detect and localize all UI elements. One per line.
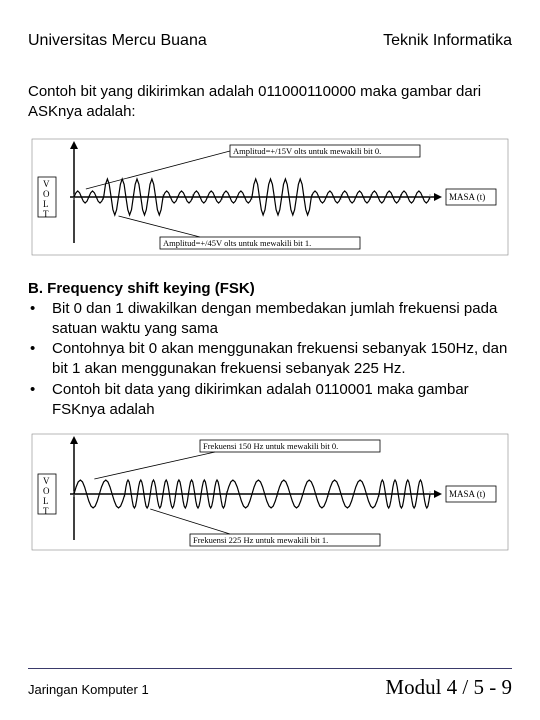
svg-text:V: V [43, 179, 50, 189]
svg-text:Frekuensi 225 Hz untuk mewakil: Frekuensi 225 Hz untuk mewakili bit 1. [193, 535, 328, 545]
svg-text:MASA (t): MASA (t) [449, 192, 485, 202]
svg-text:L: L [43, 199, 49, 209]
svg-text:T: T [43, 506, 49, 516]
section-b-title: B. Frequency shift keying (FSK) [28, 280, 512, 297]
ask-diagram: VOLT MASA (t) Amplitud=+/15V olts untuk me… [28, 137, 512, 257]
header-left: Universitas Mercu Buana [28, 32, 207, 50]
svg-text:Frekuensi 150 Hz untuk mewakil: Frekuensi 150 Hz untuk mewakili bit 0. [203, 441, 338, 451]
svg-text:L: L [43, 496, 49, 506]
footer-right: Modul 4 / 5 - 9 [385, 675, 512, 700]
fsk-diagram: VOLT MASA (t) Frekuensi 150 Hz untuk mewak… [28, 432, 512, 552]
svg-text:Amplitud=+/15V olts untuk mewa: Amplitud=+/15V olts untuk mewakili bit 0… [233, 146, 381, 156]
intro-text: Contoh bit yang dikirimkan adalah 011000… [28, 82, 512, 123]
svg-text:O: O [43, 189, 50, 199]
footer: Jaringan Komputer 1 Modul 4 / 5 - 9 [28, 668, 512, 700]
section-b-bullets: •Bit 0 dan 1 diwakilkan dengan membedaka… [28, 299, 512, 421]
footer-left: Jaringan Komputer 1 [28, 682, 149, 697]
svg-text:Amplitud=+/45V olts untuk mewa: Amplitud=+/45V olts untuk mewakili bit 1… [163, 238, 311, 248]
header-right: Teknik Informatika [383, 32, 512, 50]
svg-text:O: O [43, 486, 50, 496]
svg-text:T: T [43, 209, 49, 219]
svg-text:MASA (t): MASA (t) [449, 489, 485, 499]
svg-text:V: V [43, 476, 50, 486]
